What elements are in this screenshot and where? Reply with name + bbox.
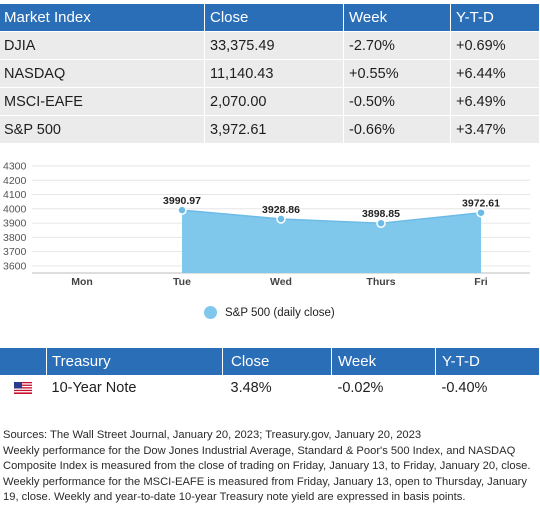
data-label: 3898.85 bbox=[362, 208, 400, 220]
flag-cell bbox=[0, 375, 47, 401]
data-point bbox=[177, 205, 187, 215]
index-ytd: +0.69% bbox=[450, 31, 540, 60]
methodology-note: Weekly performance for the MSCI-EAFE is … bbox=[3, 475, 527, 504]
header-close: Close bbox=[222, 348, 332, 375]
data-label: 3928.86 bbox=[262, 204, 300, 216]
sp500-line bbox=[181, 209, 482, 224]
y-tick-label: 3900 bbox=[3, 218, 27, 230]
index-name: NASDAQ bbox=[0, 59, 205, 88]
y-tick-label: 4300 bbox=[3, 161, 27, 173]
x-tick-label: Tue bbox=[173, 276, 191, 288]
us-flag-icon bbox=[14, 382, 33, 395]
index-ytd: +6.44% bbox=[450, 59, 540, 88]
y-tick-label: 3800 bbox=[3, 232, 27, 244]
index-close: 2,070.00 bbox=[204, 87, 344, 116]
legend-label: S&P 500 (daily close) bbox=[225, 306, 335, 319]
header-week: Week bbox=[331, 348, 436, 375]
y-tick-label: 4200 bbox=[3, 175, 27, 187]
index-close: 3,972.61 bbox=[204, 115, 344, 144]
market-index-table: Market Index Close Week Y-T-D DJIA 33,37… bbox=[0, 4, 540, 144]
sources-note: Sources: The Wall Street Journal, Januar… bbox=[3, 428, 538, 506]
x-tick-label: Thurs bbox=[366, 276, 395, 288]
y-tick-label: 4100 bbox=[3, 189, 27, 201]
chart-legend: S&P 500 (daily close) bbox=[204, 306, 335, 319]
index-close: 11,140.43 bbox=[204, 59, 344, 88]
index-name: DJIA bbox=[0, 31, 205, 60]
index-week: -0.50% bbox=[343, 87, 451, 116]
header-market-index: Market Index bbox=[0, 4, 205, 32]
sources-line: Sources: The Wall Street Journal, Januar… bbox=[3, 429, 422, 441]
data-point bbox=[276, 214, 286, 224]
y-tick-label: 4000 bbox=[3, 203, 27, 215]
sp500-area-chart: 3600 3700 3800 3900 4000 4100 4200 4300 3990.97 3… bbox=[3, 161, 530, 288]
index-week: -0.66% bbox=[343, 115, 451, 144]
index-week: +0.55% bbox=[343, 59, 451, 88]
methodology-note: Weekly performance for the Dow Jones Ind… bbox=[3, 444, 531, 473]
data-label: 3972.61 bbox=[462, 198, 500, 210]
table-row: MSCI-EAFE 2,070.00 -0.50% +6.49% bbox=[0, 87, 540, 116]
x-tick-label: Wed bbox=[270, 276, 292, 288]
x-tick-label: Mon bbox=[71, 276, 93, 288]
header-ytd: Y-T-D bbox=[435, 348, 540, 375]
index-week: -2.70% bbox=[343, 31, 451, 60]
header-treasury: Treasury bbox=[46, 348, 223, 375]
y-tick-label: 3700 bbox=[3, 246, 27, 258]
table-row: S&P 500 3,972.61 -0.66% +3.47% bbox=[0, 115, 540, 144]
index-ytd: +6.49% bbox=[450, 87, 540, 116]
treasury-week: -0.02% bbox=[337, 380, 384, 396]
index-name: S&P 500 bbox=[0, 115, 205, 144]
data-label: 3990.97 bbox=[163, 195, 201, 207]
data-point bbox=[476, 207, 486, 218]
market-table-header: Market Index Close Week Y-T-D bbox=[0, 4, 540, 32]
header-week: Week bbox=[343, 4, 451, 32]
table-row: NASDAQ 11,140.43 +0.55% +6.44% bbox=[0, 59, 540, 88]
header-flag bbox=[0, 348, 47, 375]
index-ytd: +3.47% bbox=[450, 115, 540, 144]
table-row: 10-Year Note 3.48% -0.02% -0.40% bbox=[0, 375, 540, 401]
x-tick-label: Fri bbox=[474, 276, 488, 288]
treasury-table: Treasury Close Week Y-T-D 10-Year Note 3… bbox=[0, 348, 540, 401]
treasury-label: 10-Year Note bbox=[51, 380, 137, 396]
treasury-close: 3.48% bbox=[230, 380, 272, 396]
header-ytd: Y-T-D bbox=[450, 4, 540, 32]
legend-swatch bbox=[204, 306, 217, 319]
data-point bbox=[376, 218, 386, 228]
y-tick-label: 3600 bbox=[3, 260, 27, 272]
index-close: 33,375.49 bbox=[204, 31, 344, 60]
treasury-table-header: Treasury Close Week Y-T-D bbox=[0, 348, 540, 375]
treasury-ytd: -0.40% bbox=[441, 380, 488, 396]
table-row: DJIA 33,375.49 -2.70% +0.69% bbox=[0, 31, 540, 60]
index-name: MSCI-EAFE bbox=[0, 87, 205, 116]
sp500-area bbox=[182, 210, 481, 273]
header-close: Close bbox=[204, 4, 344, 32]
